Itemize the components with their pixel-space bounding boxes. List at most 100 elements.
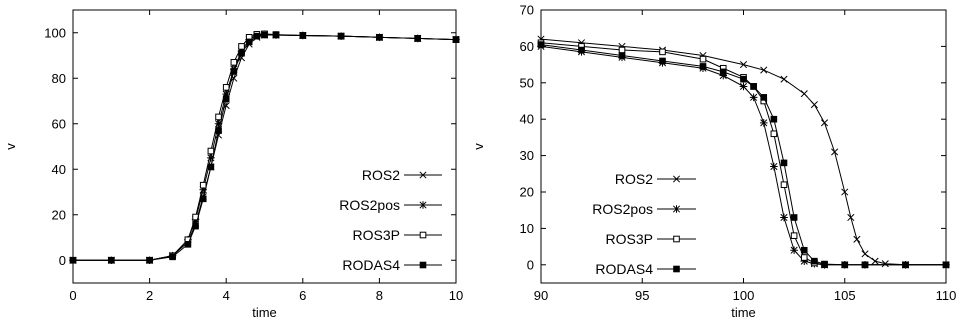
data-point: [222, 95, 230, 103]
data-point: [800, 246, 808, 254]
series-rodas4: [537, 41, 950, 269]
data-point: [770, 115, 778, 123]
data-point: [790, 246, 798, 255]
data-point: [659, 57, 666, 65]
data-point: [800, 254, 808, 261]
data-point: [740, 75, 747, 83]
series-ros2: [69, 31, 460, 264]
data-point: [770, 162, 778, 171]
data-point: [780, 181, 788, 189]
y-tick-label: 0: [59, 253, 66, 268]
x-axis-label: time: [252, 305, 277, 320]
chart-panel-2: 90 95 100 105 110 0 10 20 30 40 50 60 70 time v ROS2 ROS…: [471, 3, 956, 321]
legend-label: ROS2pos: [592, 201, 653, 217]
legend-label: ROS2: [615, 171, 653, 187]
data-point: [841, 261, 849, 269]
series-line: [540, 38, 946, 266]
y-axis-label: v: [3, 143, 18, 150]
data-point: [222, 90, 230, 98]
y-tick-label: 40: [520, 112, 534, 127]
data-point: [871, 257, 879, 265]
x-tick-label: 4: [223, 288, 230, 303]
data-point: [847, 213, 855, 222]
y-axis-label: v: [471, 143, 486, 150]
x-tick-label: 10: [449, 288, 463, 303]
data-point: [790, 232, 798, 239]
data-point: [215, 113, 222, 121]
x-tick-label: 6: [299, 288, 306, 303]
data-point: [780, 159, 788, 167]
data-point: [750, 83, 757, 90]
data-point: [230, 59, 238, 66]
legend-marker: [419, 231, 427, 239]
data-point: [207, 147, 215, 155]
y-tick-label: 10: [520, 221, 534, 236]
x-tick-label: 0: [69, 288, 76, 303]
series-ros3p: [69, 30, 460, 264]
data-point: [230, 68, 238, 75]
data-point: [902, 261, 909, 269]
x-tick-label: 110: [936, 288, 957, 303]
data-point: [452, 36, 460, 43]
x-tick-label: 95: [635, 288, 649, 303]
y-tick-label: 20: [520, 185, 534, 200]
y-tick-label: 0: [527, 257, 534, 272]
data-point: [831, 148, 839, 156]
data-point: [841, 188, 849, 196]
data-point: [861, 261, 869, 269]
data-point: [199, 195, 207, 203]
data-point: [618, 52, 626, 59]
data-point: [207, 154, 215, 162]
data-point: [238, 43, 245, 50]
y-tick-label: 20: [52, 207, 66, 222]
data-point: [739, 61, 748, 69]
data-point: [699, 63, 707, 70]
legend-marker: [672, 175, 681, 183]
data-point: [659, 48, 666, 56]
data-point: [253, 32, 261, 40]
legend-label: RODAS4: [595, 261, 653, 277]
data-point: [214, 119, 223, 128]
data-point: [760, 94, 768, 101]
y-tick-label: 60: [520, 39, 534, 54]
legend-marker: [673, 265, 680, 273]
data-point: [881, 260, 889, 268]
data-point: [759, 119, 768, 127]
data-point: [299, 32, 307, 39]
data-point: [207, 163, 215, 171]
data-point: [537, 41, 545, 48]
data-point: [618, 46, 626, 54]
x-tick-label: 2: [146, 288, 153, 303]
data-point: [820, 119, 829, 127]
data-point: [337, 32, 345, 40]
data-point: [810, 101, 818, 109]
data-point: [376, 34, 383, 41]
plot-frame: [72, 9, 457, 284]
x-tick-label: 8: [376, 288, 383, 303]
legend-marker: [673, 235, 680, 243]
legend-marker: [419, 261, 427, 269]
data-point: [199, 185, 208, 194]
y-tick-label: 60: [52, 116, 66, 131]
series-ros3p: [537, 39, 950, 269]
data-point: [199, 181, 207, 189]
data-point: [749, 93, 758, 102]
y-tick-label: 80: [52, 71, 66, 86]
data-point: [821, 260, 828, 268]
data-point: [215, 127, 222, 134]
data-point: [222, 84, 230, 91]
data-point: [192, 222, 199, 230]
x-tick-label: 100: [733, 288, 755, 303]
x-tick-label: 90: [534, 288, 548, 303]
data-point: [238, 49, 245, 57]
y-tick-label: 30: [520, 148, 534, 163]
legend-label: ROS3P: [353, 227, 400, 243]
data-point: [578, 46, 585, 54]
y-tick-label: 40: [52, 162, 66, 177]
data-point: [169, 253, 176, 261]
x-axis-label: time: [731, 305, 756, 320]
y-tick-label: 70: [520, 3, 534, 18]
plot-frame: [540, 9, 947, 284]
legend-label: RODAS4: [342, 257, 400, 273]
data-point: [245, 38, 253, 46]
